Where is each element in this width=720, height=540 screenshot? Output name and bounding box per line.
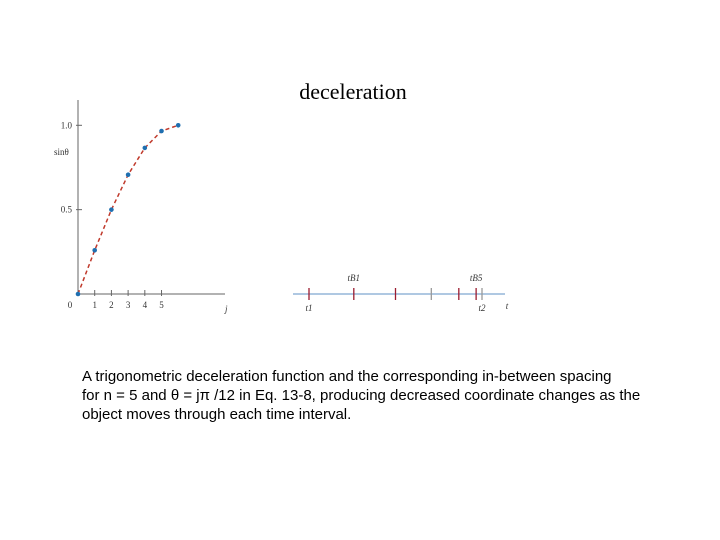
x-tick-label: 0 — [68, 300, 73, 310]
point — [159, 128, 164, 134]
x-axis-label: j — [224, 304, 228, 314]
point — [175, 123, 181, 128]
y-tick-label: 1.0 — [61, 120, 73, 130]
point — [109, 207, 114, 212]
y-axis-label: sinθ — [54, 147, 69, 157]
point — [92, 248, 98, 253]
title: deceleration — [299, 79, 407, 104]
x-tick-label: 3 — [126, 300, 131, 310]
timeline-label: tB5 — [470, 273, 483, 283]
caption-line: for n = 5 and θ = jπ /12 in Eq. 13-8, pr… — [82, 387, 640, 404]
caption-line: object moves through each time interval. — [82, 406, 351, 423]
curve — [77, 124, 179, 295]
x-tick-label: 4 — [143, 300, 148, 310]
x-tick-label: 5 — [159, 300, 164, 310]
y-tick-label: 0.5 — [61, 205, 73, 215]
x-tick-label: 2 — [109, 300, 114, 310]
timeline-label: t2 — [478, 303, 486, 313]
caption-line: A trigonometric deceleration function an… — [82, 368, 612, 385]
timeline-label: tB1 — [348, 273, 361, 283]
point — [75, 291, 81, 297]
timeline-label: t1 — [305, 303, 312, 313]
x-tick-label: 1 — [92, 300, 97, 310]
point — [125, 172, 131, 178]
point — [142, 145, 148, 151]
timeline-axis-label: t — [506, 301, 509, 311]
